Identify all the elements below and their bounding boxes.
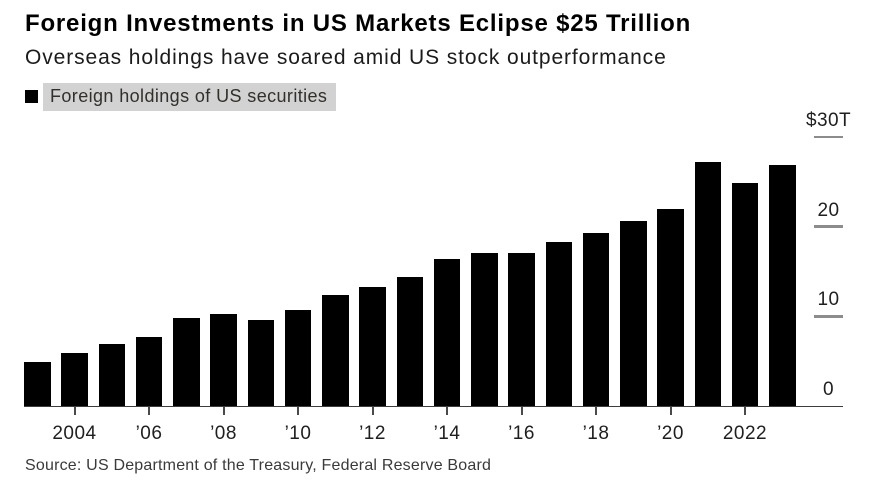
x-tick-2022 xyxy=(744,407,746,415)
bar-2021 xyxy=(694,161,721,406)
bar-2004 xyxy=(61,353,88,406)
bar-2003 xyxy=(24,362,51,406)
x-tick-2020 xyxy=(669,407,672,415)
bar-2014 xyxy=(433,258,461,406)
x-tick-label-2018: ’18 xyxy=(582,423,610,444)
x-tick-label-2022: 2022 xyxy=(722,423,768,444)
bar-2017 xyxy=(545,241,572,406)
x-tick-label-2006: ’06 xyxy=(135,423,163,444)
legend: Foreign holdings of US securities xyxy=(25,82,337,111)
x-tick-2016 xyxy=(520,407,523,415)
bar-2005 xyxy=(98,344,125,406)
x-tick-label-2004: 2004 xyxy=(52,423,97,444)
x-tick-label-2010: ’10 xyxy=(284,423,312,444)
bar-2013 xyxy=(396,276,423,406)
bar-2023 xyxy=(769,165,796,406)
chart-title: Foreign Investments in US Markets Eclips… xyxy=(25,10,692,37)
source-note: Source: US Department of the Treasury, F… xyxy=(25,457,492,474)
y-tick-label-10: 10 xyxy=(817,289,840,311)
x-tick-2010 xyxy=(297,407,299,415)
y-tick-label-30: $30T xyxy=(806,109,851,131)
x-tick-2004 xyxy=(73,407,76,415)
x-tick-label-2012: ’12 xyxy=(359,423,386,444)
y-gridline-10 xyxy=(814,315,843,318)
y-gridline-30 xyxy=(814,135,843,138)
y-tick-label-0: 0 xyxy=(823,379,834,400)
bar-2012 xyxy=(359,286,386,406)
bar-2015 xyxy=(471,252,498,406)
bar-2006 xyxy=(135,336,163,406)
chart-subtitle: Overseas holdings have soared amid US st… xyxy=(25,46,667,69)
y-tick-label-20: 20 xyxy=(817,199,840,221)
x-tick-2008 xyxy=(222,407,225,415)
x-tick-2014 xyxy=(446,407,448,415)
bar-2007 xyxy=(173,318,200,406)
x-tick-label-2014: ’14 xyxy=(433,423,461,444)
bar-2008 xyxy=(210,313,237,406)
bar-2011 xyxy=(322,294,349,406)
legend-swatch-icon xyxy=(25,90,38,103)
bar-2009 xyxy=(247,319,274,406)
x-tick-2012 xyxy=(371,407,374,415)
bar-2022 xyxy=(731,182,759,406)
x-tick-2018 xyxy=(595,407,597,415)
x-tick-label-2020: ’20 xyxy=(657,423,684,444)
bar-2018 xyxy=(582,232,610,406)
legend-label: Foreign holdings of US securities xyxy=(43,82,337,111)
bar-2010 xyxy=(284,309,312,406)
bar-2020 xyxy=(657,209,684,406)
x-axis-line xyxy=(24,405,843,407)
bar-2019 xyxy=(620,221,647,406)
y-gridline-20 xyxy=(814,225,843,228)
x-tick-label-2008: ’08 xyxy=(210,423,237,444)
bar-2016 xyxy=(508,252,535,406)
x-tick-label-2016: ’16 xyxy=(508,423,535,444)
x-tick-2006 xyxy=(148,407,150,415)
